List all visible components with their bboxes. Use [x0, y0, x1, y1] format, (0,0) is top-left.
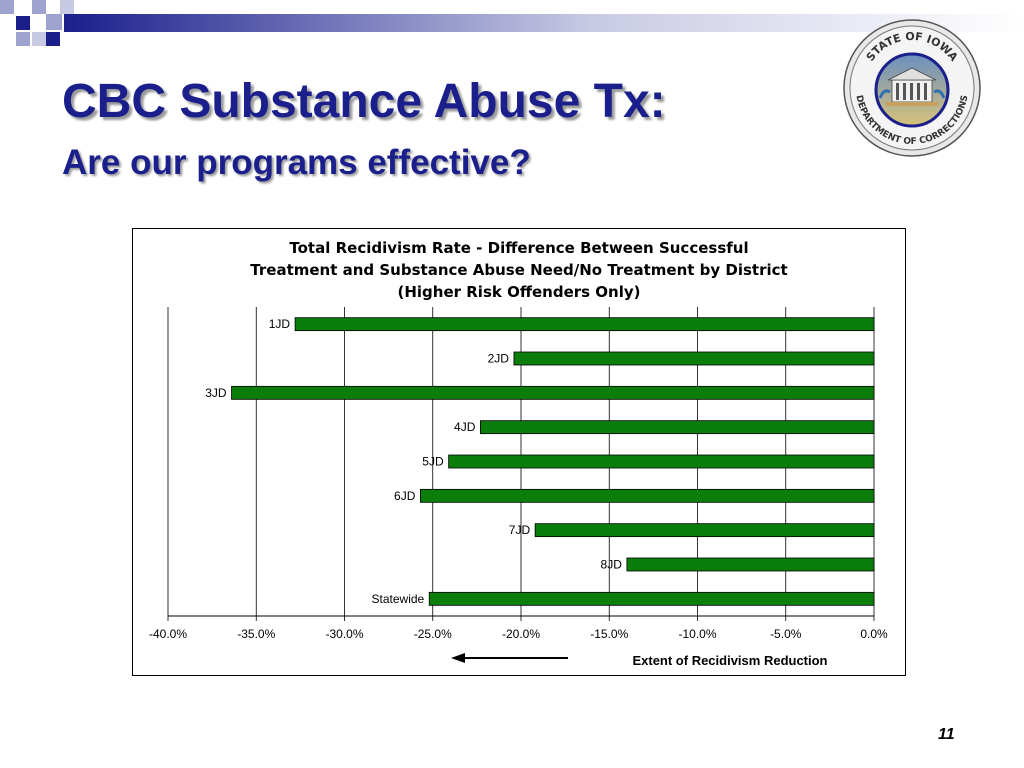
bar-label-6JD: 6JD [394, 489, 416, 503]
bar-label-3JD: 3JD [205, 386, 227, 400]
x-axis-label: Extent of Recidivism Reduction [632, 653, 827, 668]
chart-title: Total Recidivism Rate - Difference Betwe… [133, 237, 905, 303]
square-light-6 [32, 32, 46, 46]
bar-label-Statewide: Statewide [372, 592, 425, 606]
x-tick-label-4: -20.0% [502, 627, 540, 641]
bar-5JD [448, 454, 875, 469]
x-tick-label-8: 0.0% [860, 627, 888, 641]
square-dark-1 [16, 16, 30, 30]
x-tick-label-6: -10.0% [678, 627, 716, 641]
bar-2JD [513, 351, 875, 366]
square-light-5 [16, 32, 30, 46]
x-tick-label-5: -15.0% [590, 627, 628, 641]
direction-arrow-icon [451, 653, 465, 663]
slide-title: CBC Substance Abuse Tx: [62, 75, 666, 128]
square-light-1 [0, 0, 14, 14]
chart-title-line-3: (Higher Risk Offenders Only) [397, 283, 641, 301]
chart-title-line-2: Treatment and Substance Abuse Need/No Tr… [250, 261, 788, 279]
recidivism-chart: Total Recidivism Rate - Difference Betwe… [132, 228, 906, 676]
bar-8JD [626, 557, 875, 572]
chart-plot: -40.0% -35.0% -30.0% -25.0% -20.0% -15.0% -10.… [149, 307, 888, 668]
chart-title-line-1: Total Recidivism Rate - Difference Betwe… [289, 239, 749, 257]
bar-label-2JD: 2JD [488, 352, 510, 366]
bar-label-8JD: 8JD [601, 558, 623, 572]
page-number: 11 [938, 726, 955, 743]
square-light-3 [46, 14, 62, 30]
x-tick-label-1: -35.0% [237, 627, 275, 641]
square-dark-2 [46, 32, 60, 46]
bar-label-1JD: 1JD [269, 317, 291, 331]
bar-label-5JD: 5JD [422, 455, 444, 469]
square-light-4 [60, 0, 74, 14]
square-light-2 [32, 0, 46, 14]
top-decoration [0, 0, 1024, 46]
bar-Statewide [428, 591, 875, 606]
bar-3JD [231, 385, 875, 400]
capitol-building-icon [886, 67, 938, 106]
bar-6JD [419, 488, 875, 503]
bar-label-7JD: 7JD [509, 523, 531, 537]
bar-4JD [480, 420, 875, 435]
x-tick-label-3: -25.0% [414, 627, 452, 641]
x-tick-label-7: -5.0% [770, 627, 802, 641]
x-tick-label-0: -40.0% [149, 627, 187, 641]
bar-1JD [294, 317, 875, 332]
doc-seal-logo: STATE OF IOWA DEPARTMENT OF CORRECTIONS [843, 19, 981, 157]
bar-7JD [534, 523, 875, 538]
bar-label-4JD: 4JD [454, 420, 476, 434]
x-tick-label-2: -30.0% [325, 627, 363, 641]
top-gradient-bar [64, 14, 1024, 32]
slide-subtitle: Are our programs effective? [62, 143, 531, 182]
